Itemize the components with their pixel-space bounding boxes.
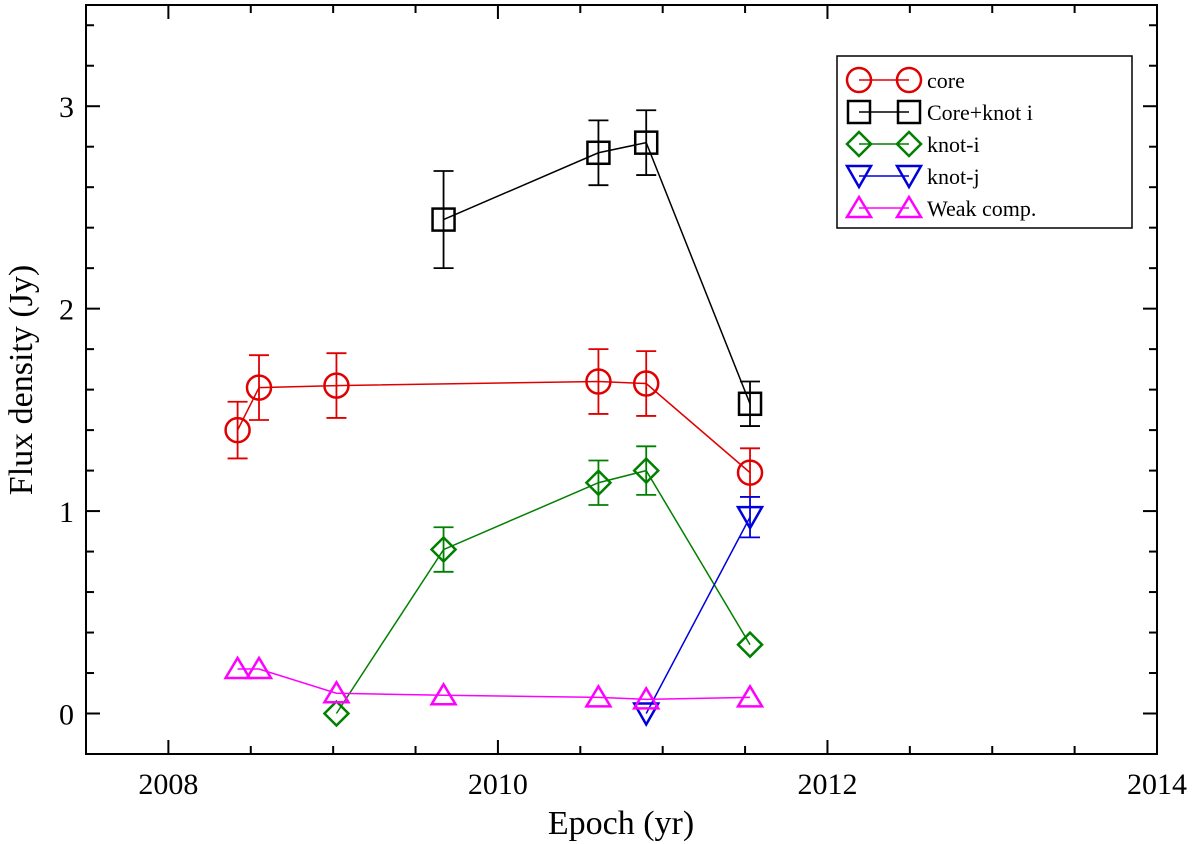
data-point [322,699,351,728]
series-line [645,516,751,714]
x-tick-label: 2012 [797,768,857,801]
legend-marker [846,99,872,125]
legend-item: Core+knot i [846,99,1033,125]
y-tick-label: 1 [59,496,74,529]
data-point [224,416,251,444]
data-point [244,655,274,680]
data-point [736,630,764,659]
series-line [236,380,751,474]
data-point [431,207,456,232]
legend: core Core+knot i knot-i knot-j Weak comp. [836,55,1133,229]
y-tick-label: 0 [59,699,74,732]
legend-marker [895,130,923,158]
tick-labels: 2008 2010 2012 2014 0 1 2 3 [59,91,1187,801]
data-point [322,679,351,704]
data-point [737,391,763,417]
series-layer [223,109,765,728]
legend-item: knot-j [844,164,980,190]
series-knot-i [322,445,764,728]
legend-item: Weak comp. [844,194,1036,221]
data-point [633,130,659,155]
plot-frame [85,4,1158,755]
series-line [335,469,751,714]
data-point [585,368,612,395]
legend-marker [894,164,924,190]
legend-item: core [845,66,965,94]
legend-marker [845,66,873,94]
data-point [735,505,765,531]
data-point [632,370,660,397]
series-weak-comp- [223,655,765,710]
y-axis-title: Flux density (Jy) [3,265,40,495]
legend-label: Weak comp. [927,196,1036,221]
data-point [429,681,458,706]
legend-label: knot-j [927,164,980,189]
y-tick-label: 2 [59,294,74,327]
data-point [245,374,273,401]
series-knot-j [632,496,765,728]
series-core-knot-i [431,109,763,427]
data-point [223,655,252,680]
x-tick-label: 2014 [1127,768,1187,801]
y-tick-label: 3 [59,91,74,124]
legend-label: knot-i [927,132,980,157]
x-axis-title: Epoch (yr) [548,805,694,842]
series-line [443,141,751,405]
series-core [224,348,764,498]
series-line [237,668,751,701]
legend-marker [896,99,922,125]
data-point [586,140,611,166]
data-point [323,372,350,399]
legend-marker [844,164,874,190]
data-point [632,702,661,728]
legend-marker [844,194,874,219]
legend-marker [895,66,923,94]
data-point [632,685,661,710]
data-point [584,683,613,708]
data-point [584,468,613,497]
data-point [632,456,660,485]
x-tick-label: 2008 [138,768,198,801]
data-point [735,683,765,708]
legend-label: Core+knot i [927,100,1033,125]
legend-marker [894,194,924,219]
legend-item: knot-i [845,130,980,158]
data-point [736,459,764,486]
data-point [429,535,458,564]
x-tick-label: 2010 [468,768,528,801]
legend-box [836,55,1133,229]
legend-marker [845,130,873,158]
legend-label: core [927,68,965,93]
